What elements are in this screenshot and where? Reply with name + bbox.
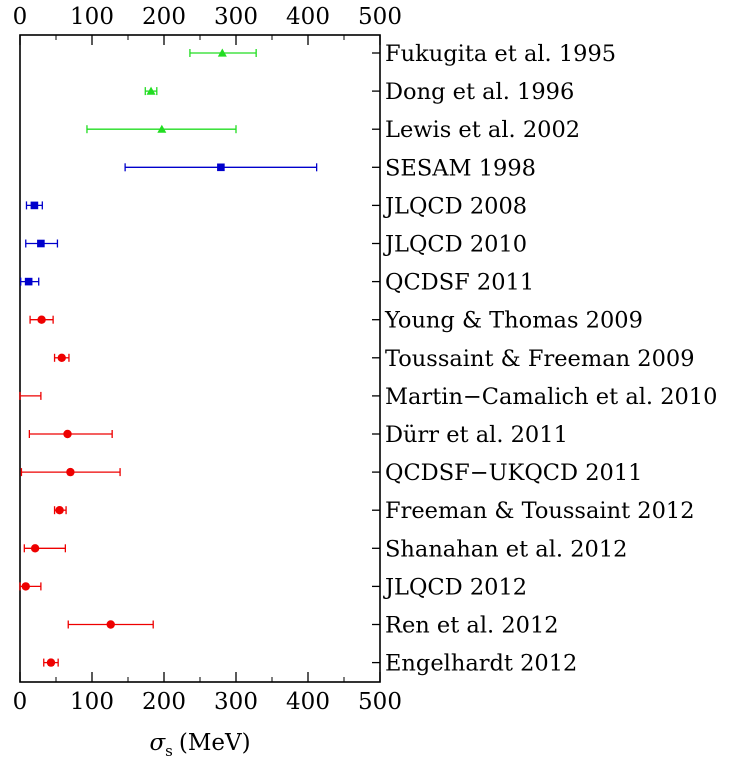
x-tick-label-bottom: 500 xyxy=(358,689,402,715)
data-point-circle xyxy=(63,429,72,439)
row-label: Toussaint & Freeman 2009 xyxy=(385,346,695,372)
x-axis-title: σs (MeV) xyxy=(149,730,250,758)
data-point-circle xyxy=(57,353,66,362)
data-point-circle xyxy=(37,315,46,324)
data-point-circle xyxy=(55,506,64,515)
row-label: Lewis et al. 2002 xyxy=(385,117,580,143)
row-label: JLQCD 2010 xyxy=(383,232,527,258)
x-tick-label-bottom: 400 xyxy=(286,689,330,715)
x-axis-title-unit: (MeV) xyxy=(179,730,251,756)
data-point-circle xyxy=(106,620,115,629)
row-label: Dürr et al. 2011 xyxy=(385,422,568,448)
x-tick-label-top: 100 xyxy=(70,4,114,30)
x-axis-title-subscript: s xyxy=(165,742,173,758)
data-point-square xyxy=(30,201,39,210)
row-label: JLQCD 2012 xyxy=(383,574,527,600)
data-point-circle xyxy=(46,658,56,667)
data-point-square xyxy=(217,163,225,172)
x-tick-label-top: 400 xyxy=(286,4,330,30)
row-label: Engelhardt 2012 xyxy=(385,651,577,677)
x-tick-label-top: 0 xyxy=(13,4,28,30)
row-label: Dong et al. 1996 xyxy=(385,79,574,105)
x-tick-label-bottom: 200 xyxy=(142,689,186,715)
row-label: JLQCD 2008 xyxy=(383,193,527,219)
plot-frame xyxy=(19,34,381,683)
data-point-triangle xyxy=(217,48,227,57)
plot-layer: 0 0 100 100 200 200 300 300 400 400 500 500 Fukugita… xyxy=(13,4,718,715)
data-point-square xyxy=(24,277,33,286)
data-point-triangle xyxy=(146,86,156,95)
row-label: Freeman & Toussaint 2012 xyxy=(385,498,695,524)
row-label: SESAM 1998 xyxy=(385,155,536,181)
row-label: QCDSF−UKQCD 2011 xyxy=(385,460,642,486)
row-label: QCDSF 2011 xyxy=(385,270,534,296)
x-tick-label-top: 200 xyxy=(142,4,186,30)
x-tick-label-bottom: 100 xyxy=(70,689,114,715)
x-tick-label-bottom: 0 xyxy=(13,689,28,715)
x-tick-label-bottom: 300 xyxy=(214,689,258,715)
data-point-triangle xyxy=(157,124,167,133)
row-label: Shanahan et al. 2012 xyxy=(385,536,627,562)
x-axis-title-symbol: σ xyxy=(149,730,166,756)
row-label: Fukugita et al. 1995 xyxy=(385,41,616,67)
data-point-circle xyxy=(30,544,40,553)
row-label: Ren et al. 2012 xyxy=(385,613,559,639)
data-point-circle xyxy=(66,467,75,477)
row-label: Martin−Camalich et al. 2010 xyxy=(385,384,718,410)
data-point-square xyxy=(37,239,45,248)
x-tick-label-top: 500 xyxy=(358,4,402,30)
x-tick-label-top: 300 xyxy=(214,4,258,30)
row-label: Young & Thomas 2009 xyxy=(384,308,643,334)
data-point-circle xyxy=(21,582,30,591)
